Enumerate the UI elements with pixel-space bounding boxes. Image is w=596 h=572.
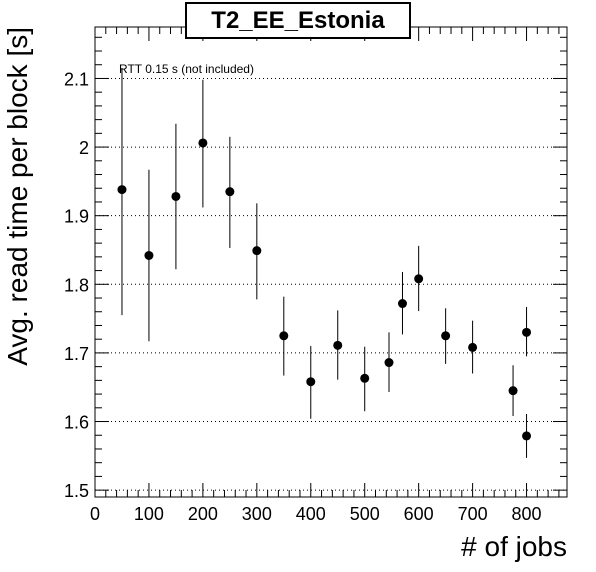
y-tick-label: 2.1: [64, 69, 89, 89]
y-tick-label: 2: [79, 138, 89, 158]
data-point: [279, 331, 289, 341]
x-tick-label: 300: [242, 504, 272, 524]
data-point: [468, 342, 478, 352]
data-point: [198, 138, 208, 148]
data-point: [522, 431, 532, 441]
data-point: [397, 299, 407, 309]
y-tick-label: 1.5: [64, 481, 89, 501]
rtt-annotation: RTT 0.15 s (not included): [119, 62, 254, 76]
data-point: [508, 386, 518, 396]
x-tick-label: 100: [134, 504, 164, 524]
x-tick-label: 700: [458, 504, 488, 524]
x-axis-ticks: 0 100 200 300 400 500 600 700 800: [90, 27, 560, 524]
data-point: [306, 377, 316, 387]
data-point: [522, 327, 532, 337]
x-tick-label: 400: [296, 504, 326, 524]
plot-frame: [94, 26, 568, 498]
chart-title: T2_EE_Estonia: [211, 7, 385, 34]
data-point: [414, 274, 424, 284]
data-markers: [117, 138, 532, 441]
x-tick-label: 0: [90, 504, 100, 524]
x-axis-label: # of jobs: [461, 531, 567, 562]
data-point: [144, 250, 154, 260]
y-tick-label: 1.7: [64, 344, 89, 364]
x-tick-label: 200: [188, 504, 218, 524]
title-box: [185, 2, 411, 39]
y-tick-label: 1.8: [64, 275, 89, 295]
x-tick-label: 500: [350, 504, 380, 524]
y-axis-ticks: 1.5 1.6 1.7 1.8 1.9 2 2.1: [64, 36, 567, 501]
data-point: [171, 191, 181, 201]
x-tick-label: 600: [404, 504, 434, 524]
data-point: [117, 185, 127, 195]
x-tick-label: 800: [512, 504, 542, 524]
grid-lines: [95, 77, 567, 491]
data-point: [252, 246, 262, 256]
y-tick-label: 1.9: [64, 207, 89, 227]
data-point: [360, 373, 370, 383]
y-axis-label: Avg. read time per block [s]: [2, 27, 33, 366]
data-point: [384, 358, 394, 368]
data-point: [441, 331, 451, 341]
error-bars: [121, 68, 528, 458]
data-point: [225, 187, 235, 197]
data-point: [333, 340, 343, 350]
y-tick-label: 1.6: [64, 413, 89, 433]
